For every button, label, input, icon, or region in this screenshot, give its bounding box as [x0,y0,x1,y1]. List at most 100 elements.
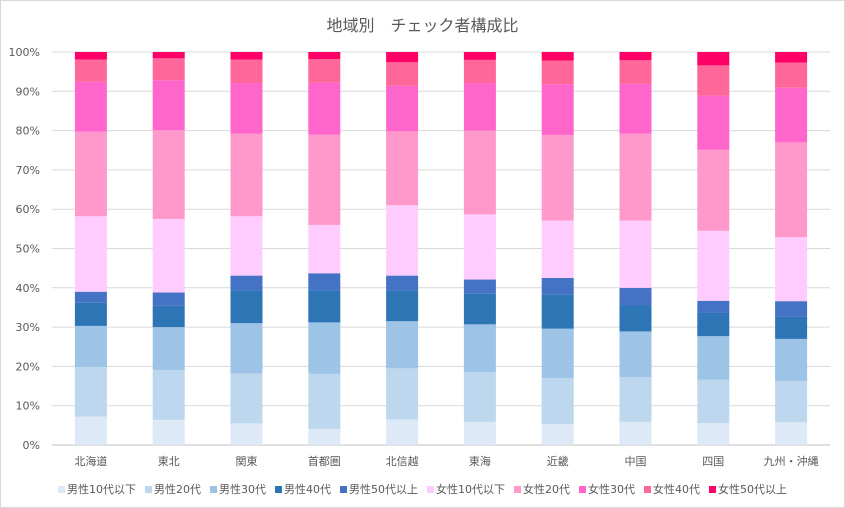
legend-label: 男性50代以上 [349,483,418,496]
y-tick-label: 80% [16,125,40,138]
legend-item: 男性20代 [145,481,201,497]
legend-item: 男性10代以下 [58,481,136,497]
bar-segment [230,59,263,84]
bar-segment [463,130,496,215]
bar-segment [619,133,652,221]
legend-swatch [340,485,347,493]
bar-segment [775,301,808,317]
y-tick-label: 60% [16,203,40,216]
x-category-label: 四国 [702,455,724,468]
bar-segment [775,380,808,423]
bar-segment [152,305,185,328]
bar-segment [619,331,652,378]
bar-segment [152,292,185,306]
x-category-label: 九州・沖縄 [764,454,819,468]
bar-segment [230,275,263,291]
bar-segment [619,52,652,61]
y-tick-label: 100% [9,46,40,59]
legend-swatch [709,485,716,493]
legend-swatch [145,485,152,493]
bar-segment [775,142,808,238]
legend-swatch [579,485,586,493]
legend-swatch [58,485,65,493]
x-category-label: 北信越 [386,454,419,468]
bar-segment [386,419,419,445]
bar-segment [463,83,496,131]
bar-segment [230,323,263,374]
bar-segment [74,131,107,217]
y-tick-label: 90% [16,85,40,98]
bar-segment [74,367,107,417]
bar-segment [386,290,419,322]
bar-segment [541,277,574,295]
bar-segment [386,85,419,132]
bar-segment [230,83,263,134]
legend-swatch [644,485,651,493]
bar-segment [74,81,107,132]
bar-segment [697,65,730,96]
bar-segment [775,62,808,88]
bar-segment [386,368,419,420]
bar-segment [775,52,808,63]
bar-segment [697,149,730,231]
bar-segment [541,84,574,135]
bar-segment [74,216,107,292]
legend-item: 男性30代 [210,481,266,497]
chart-title: 地域別 チェック者構成比 [326,16,519,35]
bar-segment [74,59,107,82]
x-category-label: 近畿 [547,454,569,468]
bar-segment [230,216,263,276]
bar-segment [230,133,263,217]
legend-label: 男性30代 [219,483,266,496]
bar-segment [308,290,341,323]
bar-segment [619,377,652,422]
legend-item: 女性20代 [514,481,570,497]
x-category-label: 関東 [236,455,258,468]
bar-segment [230,373,263,424]
bar-segment [775,338,808,381]
bar-segment [152,52,185,59]
bar-segment [541,52,574,61]
legend-label: 男性10代以下 [67,483,136,496]
bar-segment [74,291,107,303]
bar-segment [541,378,574,425]
bar-segment [541,294,574,329]
bar-segment [697,300,730,313]
legend-item: 女性50代以上 [709,481,787,497]
legend-item: 男性40代 [275,481,331,497]
bar-segment [463,421,496,445]
bar-segment [386,62,419,86]
bar-segment [697,52,730,66]
x-category-label: 北海道 [74,454,107,468]
bar-segment [463,372,496,422]
y-tick-label: 50% [16,243,40,256]
legend-item: 女性30代 [579,481,635,497]
bar-segment [386,275,419,291]
bar-segment [152,327,185,370]
legend-swatch [210,485,217,493]
bar-segment [463,214,496,280]
y-axis: 0% 10% 20% 30% 40% 50% 60% 70% 80% 90% 100% [9,46,40,452]
x-category-label: 中国 [625,455,647,468]
bar-segment [697,312,730,337]
bar-segment [775,422,808,445]
y-tick-label: 10% [16,400,40,413]
bar-segment [463,279,496,294]
bar-segment [463,59,496,84]
bar-segment [463,293,496,325]
bar-segment [775,87,808,143]
bar-segment [697,379,730,423]
bar-segment [308,82,341,135]
bar-segment [152,419,185,445]
y-tick-label: 70% [16,164,40,177]
bar-segment [697,230,730,301]
bar-segment [541,424,574,445]
bar-segment [308,224,341,274]
bar-segment [697,422,730,445]
x-axis: 北海道 東北 関東 首都圏 北信越 東海 近畿 中国 四国 九州・沖縄 [74,454,818,468]
bar-segment [775,237,808,302]
legend-swatch [514,485,521,493]
y-tick-label: 30% [16,321,40,334]
bar-segment [386,321,419,369]
legend-swatch [427,485,434,493]
